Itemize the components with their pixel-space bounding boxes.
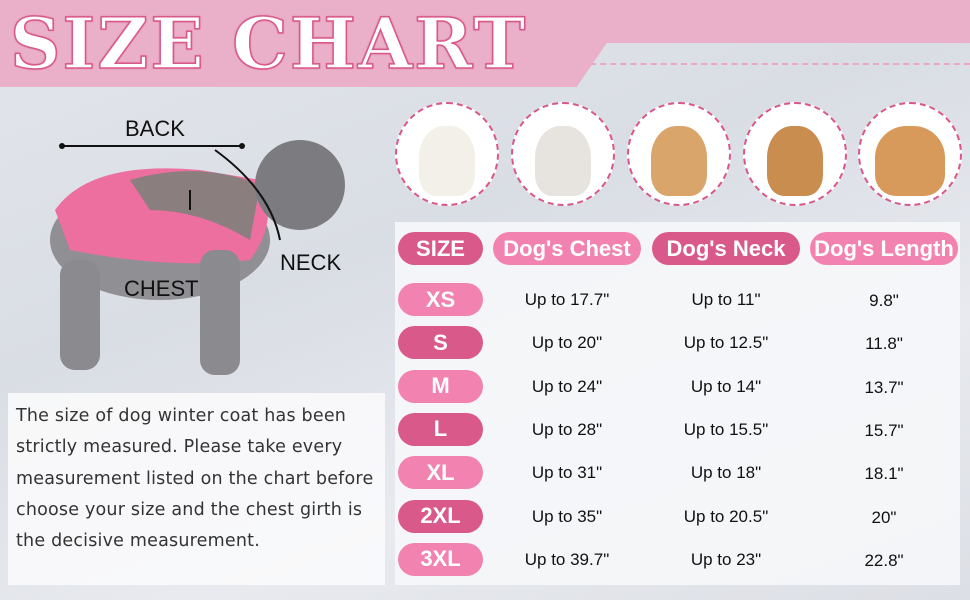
neck-arrow-icon	[214, 149, 281, 241]
dog-coat-diagram	[50, 140, 345, 375]
dog-photo-spitz	[627, 102, 731, 206]
dog-photo-golden-retriever	[858, 102, 962, 206]
dog-image	[535, 126, 591, 196]
dog-photo-french-bulldog	[511, 102, 615, 206]
header-chest: Dog's Chest	[493, 232, 641, 265]
chest-value: Up to 20"	[531, 333, 603, 353]
size-table	[395, 222, 960, 585]
dog-photo-beagle	[743, 102, 847, 206]
header-size: SIZE	[398, 232, 483, 265]
size-badge: XL	[398, 456, 483, 490]
dog-head	[255, 140, 345, 230]
neck-value: Up to 15.5"	[683, 419, 769, 439]
header-length: Dog's Length	[810, 232, 958, 265]
description-text: The size of dog winter coat has been str…	[16, 406, 374, 552]
neck-label: NECK	[280, 250, 342, 275]
dog-image	[767, 126, 823, 196]
dog-image	[419, 126, 475, 196]
chest-value: Up to 39.7"	[524, 549, 610, 569]
line-end	[59, 143, 65, 149]
length-value: 18.1"	[864, 464, 904, 484]
neck-value: Up to 11"	[691, 290, 761, 309]
dog-image	[651, 126, 707, 196]
neck-value: Up to 18"	[690, 463, 762, 483]
header-neck: Dog's Neck	[652, 232, 800, 265]
chest-value: Up to 17.7"	[524, 290, 610, 309]
chest-value: Up to 24"	[531, 376, 603, 396]
length-value: 11.8"	[865, 334, 903, 354]
length-value: 22.8"	[864, 550, 904, 570]
size-badge: 3XL	[398, 542, 483, 576]
line-end	[239, 143, 245, 149]
neck-value: Up to 12.5"	[683, 333, 769, 353]
divider	[590, 63, 970, 65]
size-badge: XS	[398, 283, 483, 316]
coat-stripe	[130, 171, 260, 240]
description-box: The size of dog winter coat has been str…	[8, 393, 385, 585]
size-badge: M	[398, 369, 483, 403]
neck-value: Up to 20.5"	[683, 506, 769, 526]
length-value: 20"	[871, 507, 897, 527]
length-value: 15.7"	[864, 420, 904, 440]
chest-value: Up to 31"	[531, 463, 603, 483]
neck-value: Up to 14"	[690, 376, 762, 396]
size-badge: S	[398, 326, 483, 360]
title-banner	[0, 0, 607, 87]
dog-photo-pomeranian	[395, 102, 499, 206]
back-label: BACK	[125, 116, 185, 141]
dog-leg	[60, 260, 100, 370]
length-value: 13.7"	[864, 377, 904, 397]
size-badge: 2XL	[398, 499, 483, 533]
dog-leg	[200, 250, 240, 375]
length-value: 9.8"	[869, 291, 899, 310]
chest-value: Up to 28"	[531, 419, 603, 439]
size-badge: L	[398, 412, 483, 446]
chest-value: Up to 35"	[531, 506, 603, 526]
page-title: SIZE CHART	[9, 2, 528, 85]
dog-image	[875, 126, 945, 196]
neck-value: Up to 23"	[690, 549, 762, 569]
chest-label: CHEST	[124, 276, 199, 301]
